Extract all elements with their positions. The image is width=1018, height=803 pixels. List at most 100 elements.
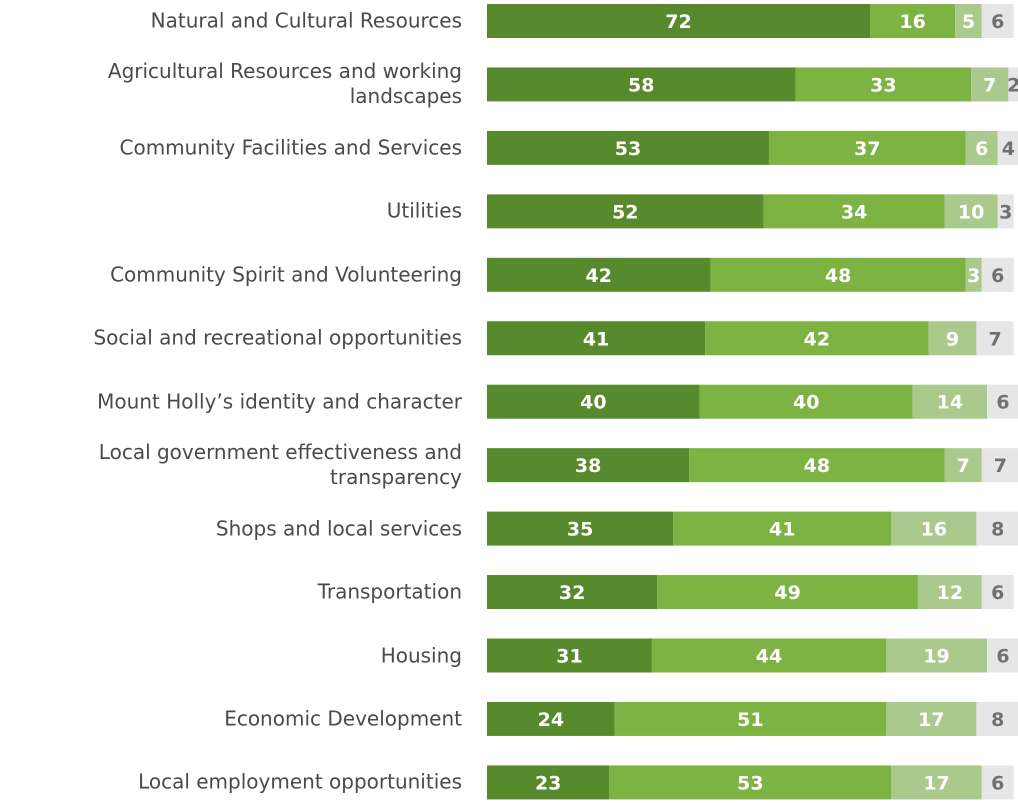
data-label: 35 [567, 519, 593, 541]
data-label: 31 [556, 646, 582, 668]
bar-segment [981, 765, 1014, 800]
category-label: Transportation [317, 579, 462, 604]
bar-segment [487, 321, 706, 356]
data-label: 53 [615, 138, 641, 160]
bar-segment [487, 4, 871, 38]
bar-segment [689, 448, 945, 483]
bar-segment [699, 384, 913, 419]
data-label: 17 [918, 709, 944, 731]
bar-segment [912, 384, 988, 419]
bar-segment [997, 194, 1014, 229]
bar-segment [981, 257, 1014, 292]
data-label: 6 [991, 582, 1004, 604]
bar-segment [487, 67, 796, 102]
bar-segment [1008, 67, 1018, 102]
bar-segment [917, 575, 982, 610]
bar-segment [971, 67, 1009, 102]
bar-segment [614, 701, 886, 736]
category-label: Shops and local services [215, 516, 462, 541]
data-label: 40 [793, 392, 819, 414]
bar-segment [981, 4, 1014, 38]
data-label: 6 [991, 772, 1004, 794]
category-label: Natural and Cultural Resources [150, 8, 462, 33]
data-label: 10 [958, 201, 984, 223]
bar-segment [976, 511, 1018, 546]
bar-segment [965, 257, 982, 292]
data-label: 6 [991, 11, 1004, 33]
bar-segment [976, 321, 1014, 356]
bar-segment [487, 765, 610, 800]
bar-segment [928, 321, 977, 356]
bar-segment [487, 575, 658, 610]
data-label: 8 [991, 709, 1004, 731]
data-label: 4 [1002, 138, 1015, 160]
bar-segment [705, 321, 929, 356]
bar-segment [987, 638, 1018, 673]
bar-segment [891, 765, 982, 800]
bar-segment [870, 4, 956, 38]
bar-segment [795, 67, 972, 102]
bar-segment [763, 194, 945, 229]
data-label: 32 [559, 582, 585, 604]
data-label: 14 [937, 392, 963, 414]
bar-segment [487, 130, 769, 165]
data-label: 72 [665, 11, 691, 33]
data-label: 12 [937, 582, 963, 604]
data-label: 53 [737, 772, 763, 794]
bar-segment [886, 701, 977, 736]
data-label: 6 [975, 138, 988, 160]
category-label: Economic Development [224, 706, 462, 731]
data-label: 7 [988, 328, 1001, 350]
bar-segment [891, 511, 977, 546]
bar-segment [487, 638, 652, 673]
bar-segment [768, 130, 966, 165]
bar-segment [981, 575, 1014, 610]
data-label: 49 [774, 582, 800, 604]
bar-segment [487, 384, 700, 419]
data-label: 7 [957, 455, 970, 477]
data-label: 33 [870, 74, 896, 96]
data-label: 7 [994, 455, 1007, 477]
data-label: 8 [991, 519, 1004, 541]
data-label: 42 [804, 328, 830, 350]
data-label: 24 [538, 709, 564, 731]
data-label: 52 [612, 201, 638, 223]
data-label: 5 [962, 11, 975, 33]
data-label: 34 [841, 201, 867, 223]
data-label: 17 [923, 772, 949, 794]
data-label: 16 [921, 519, 947, 541]
data-label: 2 [1007, 74, 1018, 96]
data-label: 48 [825, 265, 851, 287]
bar-segment [944, 194, 998, 229]
data-label: 51 [737, 709, 763, 731]
bar-segment [965, 130, 998, 165]
data-label: 6 [996, 392, 1009, 414]
bar-segment [710, 257, 966, 292]
category-label: Community Facilities and Services [119, 135, 463, 160]
data-label: 37 [854, 138, 880, 160]
bar-segment [997, 130, 1018, 165]
data-label: 58 [628, 74, 654, 96]
data-label: 44 [756, 646, 782, 668]
data-label: 19 [923, 646, 949, 668]
data-label: 41 [583, 328, 609, 350]
category-label: Community Spirit and Volunteering [110, 262, 462, 287]
category-label: Agricultural Resources and working lands… [107, 59, 462, 109]
data-label: 48 [804, 455, 830, 477]
bar-segment [981, 448, 1018, 483]
bar-segment [487, 511, 674, 546]
category-label: Mount Holly’s identity and character [97, 389, 462, 414]
bar-segment [487, 448, 690, 483]
data-label: 38 [575, 455, 601, 477]
data-label: 7 [983, 74, 996, 96]
data-label: 3 [999, 201, 1012, 223]
category-label: Local employment opportunities [138, 769, 462, 794]
bar-segment [487, 701, 615, 736]
data-label: 23 [535, 772, 561, 794]
bar-segment [657, 575, 918, 610]
bar-segment [955, 4, 982, 38]
data-label: 42 [585, 265, 611, 287]
data-label: 6 [996, 646, 1009, 668]
data-label: 41 [769, 519, 795, 541]
